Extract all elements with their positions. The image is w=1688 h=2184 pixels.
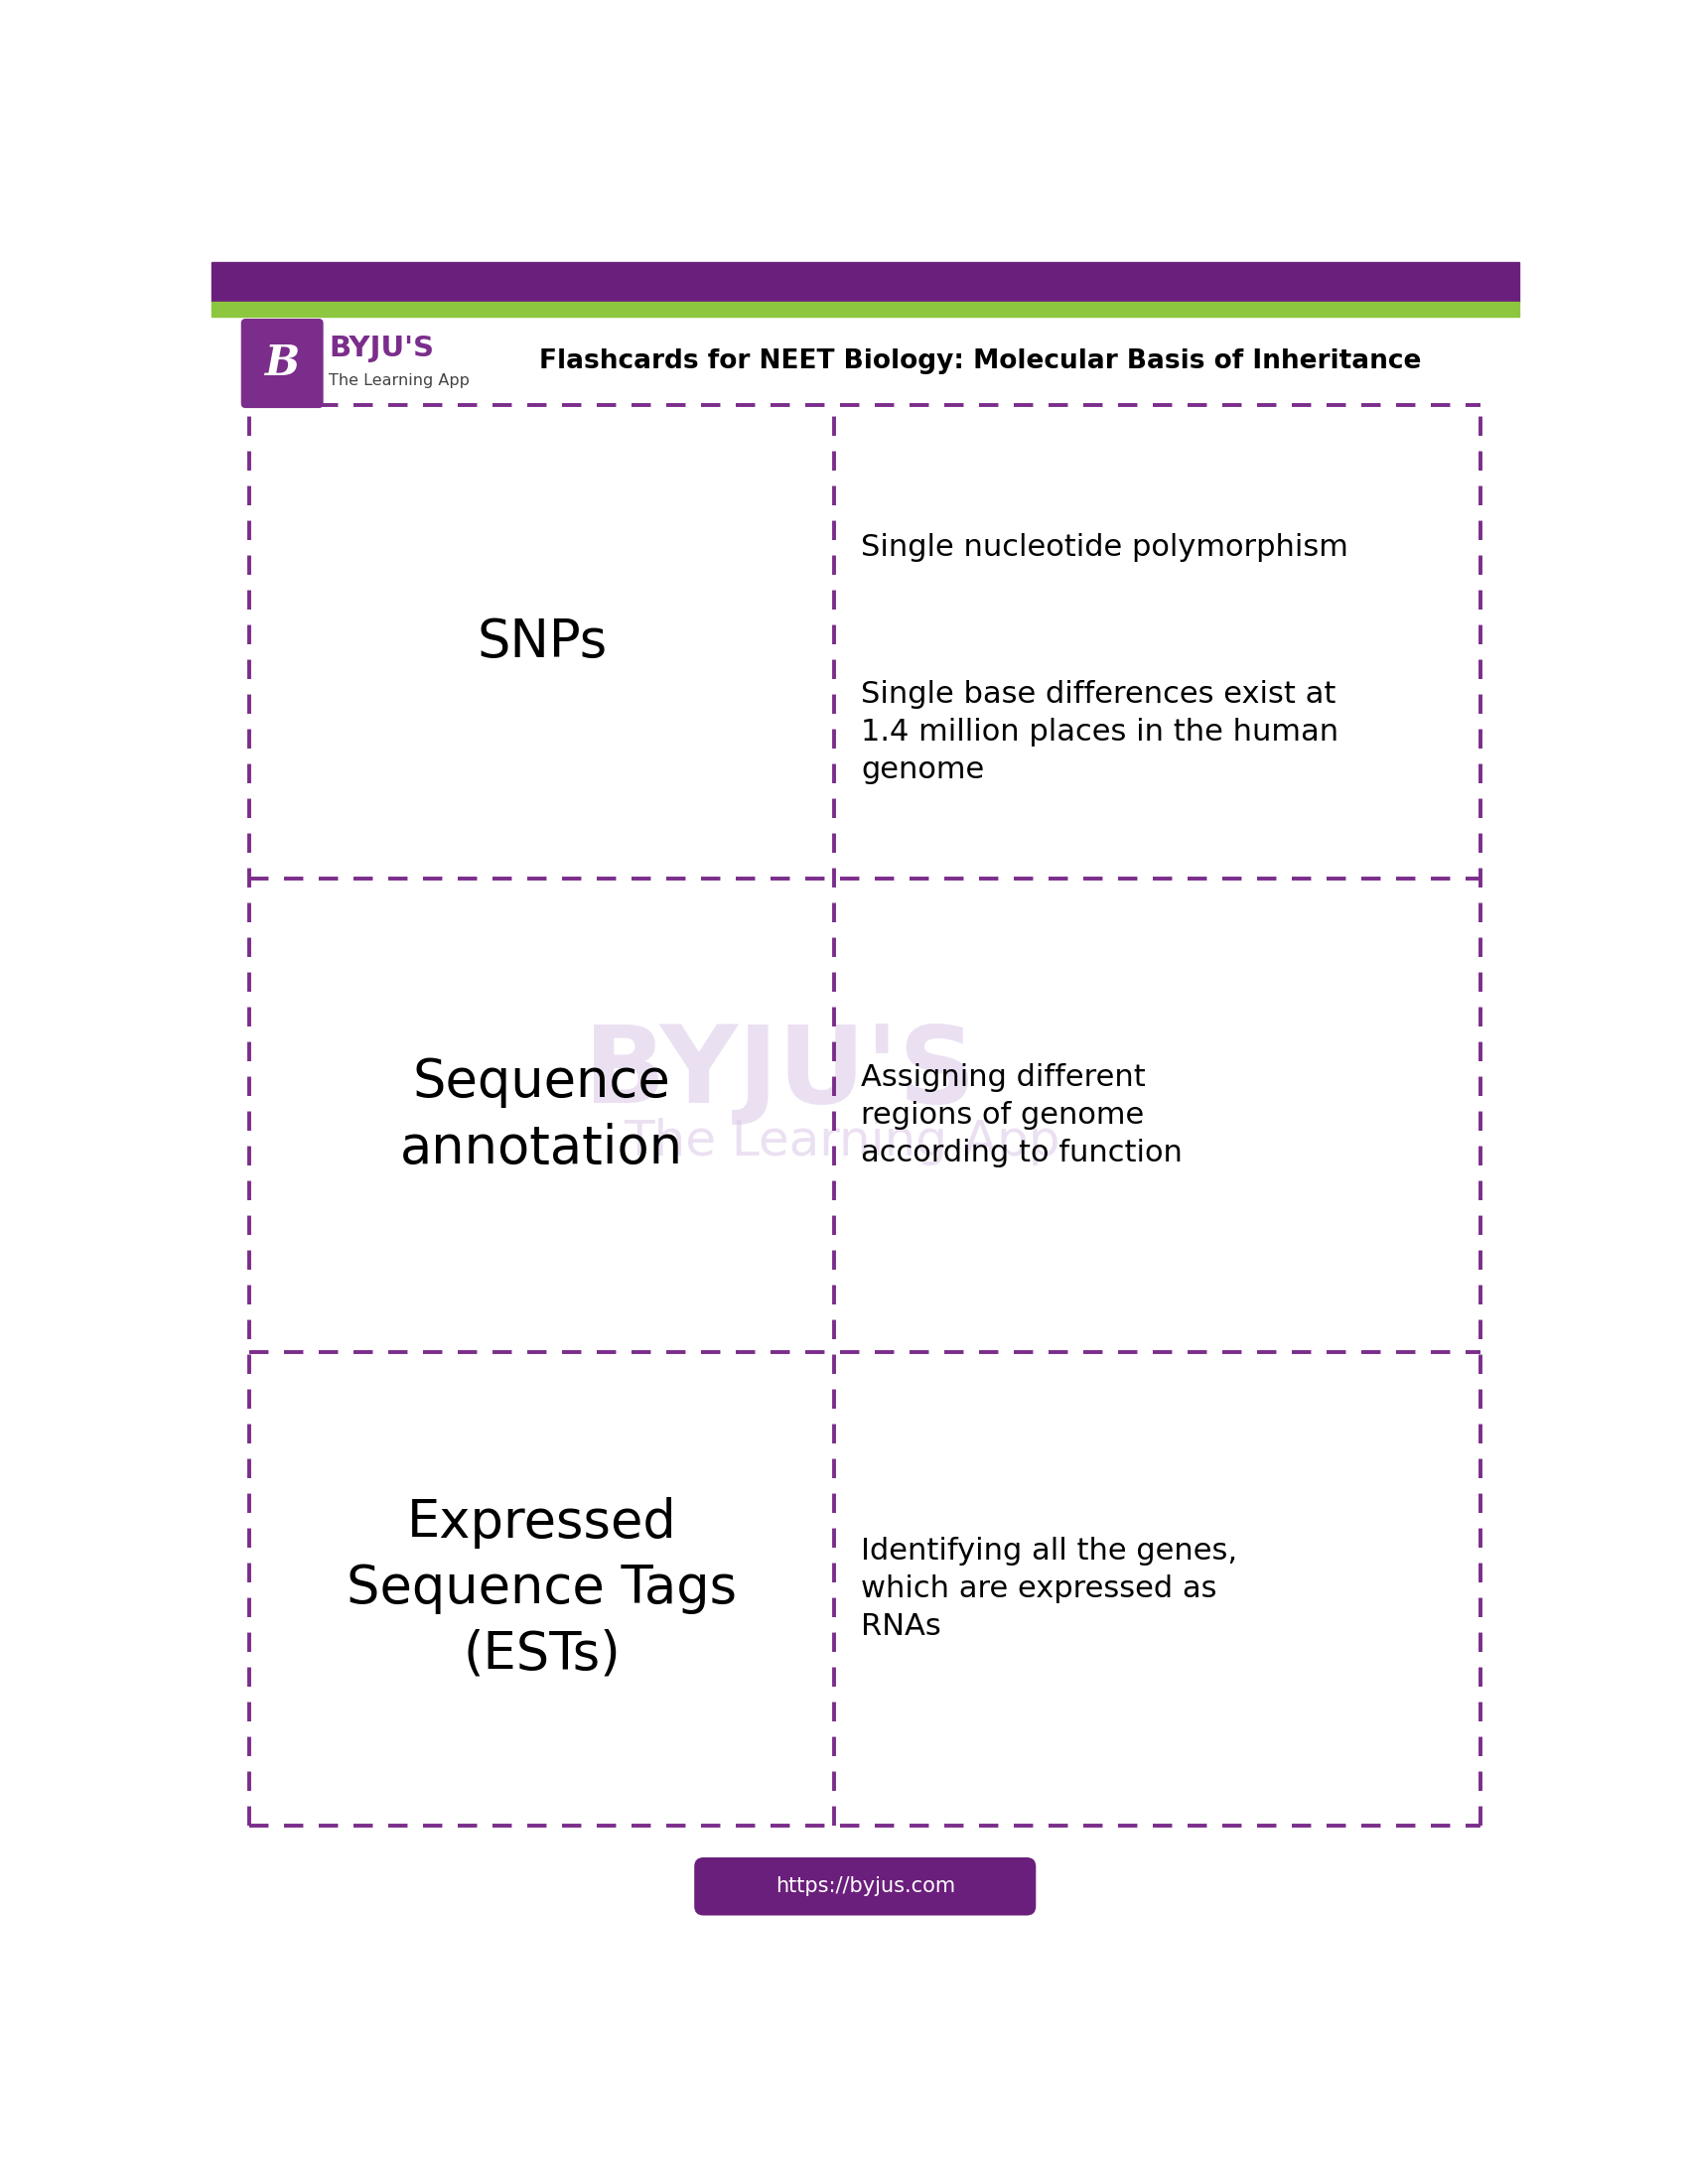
- Bar: [211, 262, 1519, 301]
- Text: The Learning App: The Learning App: [329, 373, 469, 389]
- Text: Single base differences exist at
1.4 million places in the human
genome: Single base differences exist at 1.4 mil…: [861, 679, 1339, 784]
- Text: Assigning different
regions of genome
according to function: Assigning different regions of genome ac…: [861, 1064, 1183, 1168]
- Text: B: B: [265, 343, 300, 384]
- FancyBboxPatch shape: [241, 319, 324, 408]
- Text: BYJU'S: BYJU'S: [329, 334, 434, 363]
- FancyBboxPatch shape: [694, 1856, 1036, 1915]
- Text: Single nucleotide polymorphism: Single nucleotide polymorphism: [861, 533, 1349, 561]
- Text: The Learning App: The Learning App: [625, 1118, 1060, 1166]
- Text: Expressed
Sequence Tags
(ESTs): Expressed Sequence Tags (ESTs): [346, 1496, 738, 1679]
- Text: Flashcards for NEET Biology: Molecular Basis of Inheritance: Flashcards for NEET Biology: Molecular B…: [540, 349, 1421, 373]
- Text: BYJU'S: BYJU'S: [584, 1020, 977, 1125]
- Text: Identifying all the genes,
which are expressed as
RNAs: Identifying all the genes, which are exp…: [861, 1535, 1237, 1640]
- Text: https://byjus.com: https://byjus.com: [775, 1876, 955, 1896]
- Bar: [211, 301, 1519, 317]
- Text: Sequence
annotation: Sequence annotation: [400, 1057, 684, 1173]
- Text: SNPs: SNPs: [476, 616, 608, 668]
